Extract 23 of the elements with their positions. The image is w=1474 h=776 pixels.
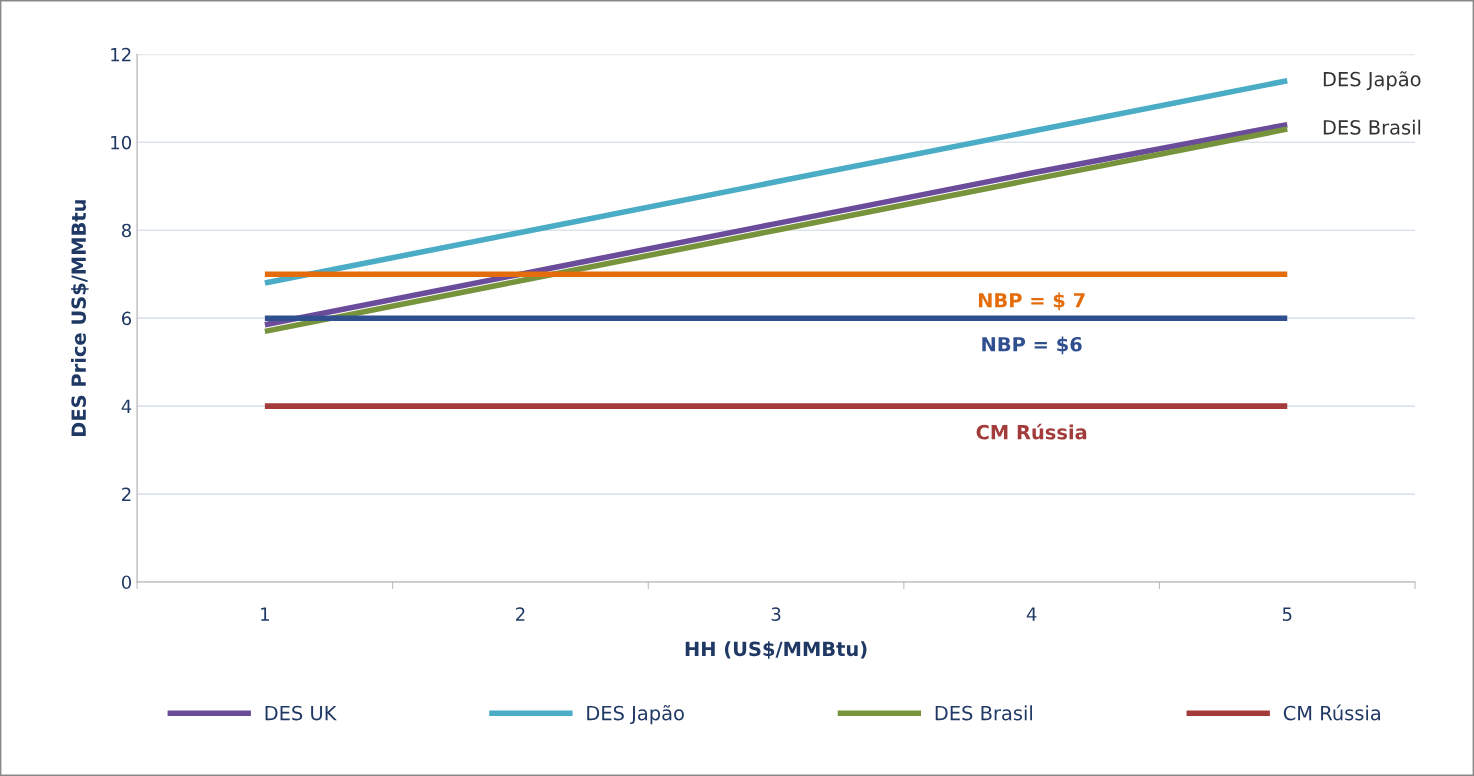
legend-label: DES UK (265, 705, 337, 721)
y-tick-label: 4 (121, 399, 132, 413)
legend-label: DES Brasil (935, 705, 1032, 721)
annotation: NBP = $ 7 (978, 292, 1085, 311)
annotation: DES Japão (1323, 71, 1421, 91)
y-axis-title: DES Price US$/MMBtu (70, 200, 89, 437)
annotation: DES Brasil (1323, 119, 1421, 135)
x-tick-label: 3 (771, 607, 781, 621)
annotation: NBP = $6 (982, 336, 1082, 355)
legend-label: CM Rússia (1283, 704, 1380, 721)
y-tick-label: 10 (111, 135, 132, 150)
legend-label: DES Japão (587, 705, 684, 725)
y-tick-label: 8 (121, 223, 131, 238)
y-tick-label: 0 (121, 575, 132, 590)
x-tick-label: 5 (1282, 607, 1292, 621)
x-tick-label: 2 (516, 607, 525, 621)
y-tick-label: 6 (121, 311, 132, 326)
x-tick-label: 1 (261, 607, 269, 621)
annotation: CM Rússia (976, 423, 1087, 440)
x-tick-label: 4 (1026, 607, 1037, 621)
y-tick-label: 12 (111, 47, 131, 62)
x-axis-title: HH (US$/MMBtu) (685, 641, 867, 659)
y-tick-label: 2 (122, 487, 131, 501)
